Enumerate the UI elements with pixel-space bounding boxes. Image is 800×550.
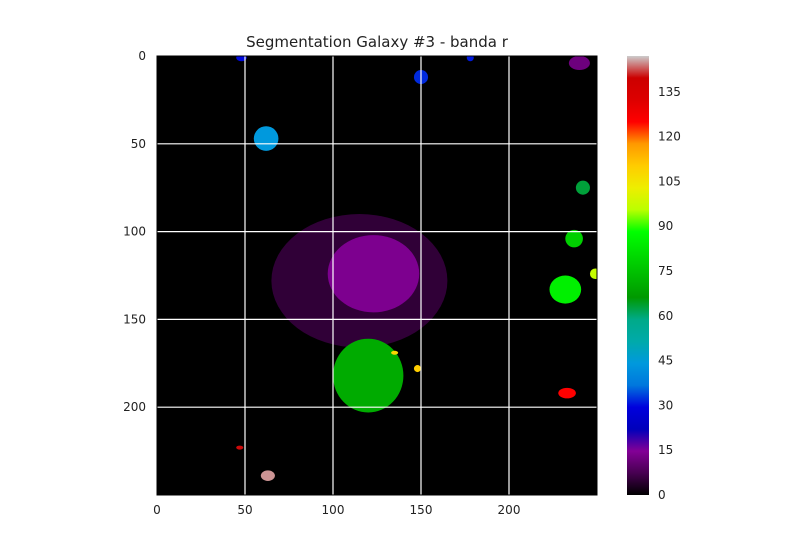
segment-108 [391,350,399,355]
colorbar-tick-label: 135 [658,85,681,99]
segment-78 [565,229,583,248]
y-tick-label: 100 [123,225,146,239]
segment-110 [413,365,422,373]
x-tick-label: 200 [498,503,521,517]
colorbar-tick-label: 30 [658,398,673,412]
colorbar-gradient [627,56,649,495]
segment-12 [568,56,590,71]
segment-30 [236,56,247,62]
y-tick-label: 200 [123,400,146,414]
segments-layer [236,56,597,481]
colorbar-tick-label: 0 [658,488,666,502]
colorbar-tick-label: 90 [658,219,673,233]
y-tick-label: 50 [131,137,146,151]
segment-31 [466,56,474,62]
segment-145 [260,470,275,481]
plot-frame [156,55,598,496]
plot-area [156,55,598,496]
grid-lines [157,56,597,495]
y-tick-label: 150 [123,312,146,326]
segment-70 [333,338,404,413]
colorbar-tick-label: 120 [658,130,681,144]
x-tick-label: 50 [237,503,252,517]
segment-14 [327,235,420,313]
segment-44 [253,126,279,151]
y-axis: 0 50 100 150 200 [123,49,146,414]
x-axis: 0 50 100 150 200 [153,503,520,517]
x-tick-label: 0 [153,503,161,517]
colorbar-tick-label: 105 [658,174,681,188]
segment-97 [589,268,597,280]
colorbar-tick-label: 45 [658,354,673,368]
chart-title: Segmentation Galaxy #3 - banda r [246,33,509,51]
colorbar-tick-label: 15 [658,443,673,457]
colorbar-tick-label: 75 [658,264,673,278]
colorbar-ticks: 0 15 30 45 60 75 90 105 120 135 [658,85,681,502]
x-tick-label: 150 [410,503,433,517]
x-tick-label: 100 [322,503,345,517]
segment-63 [575,180,590,195]
y-tick-label: 0 [138,49,146,63]
segment-85 [549,275,582,304]
colorbar-tick-label: 60 [658,309,673,323]
segment-125 [558,387,576,399]
segment-140 [236,445,244,450]
colorbar: 0 15 30 45 60 75 90 105 120 135 [627,56,681,502]
